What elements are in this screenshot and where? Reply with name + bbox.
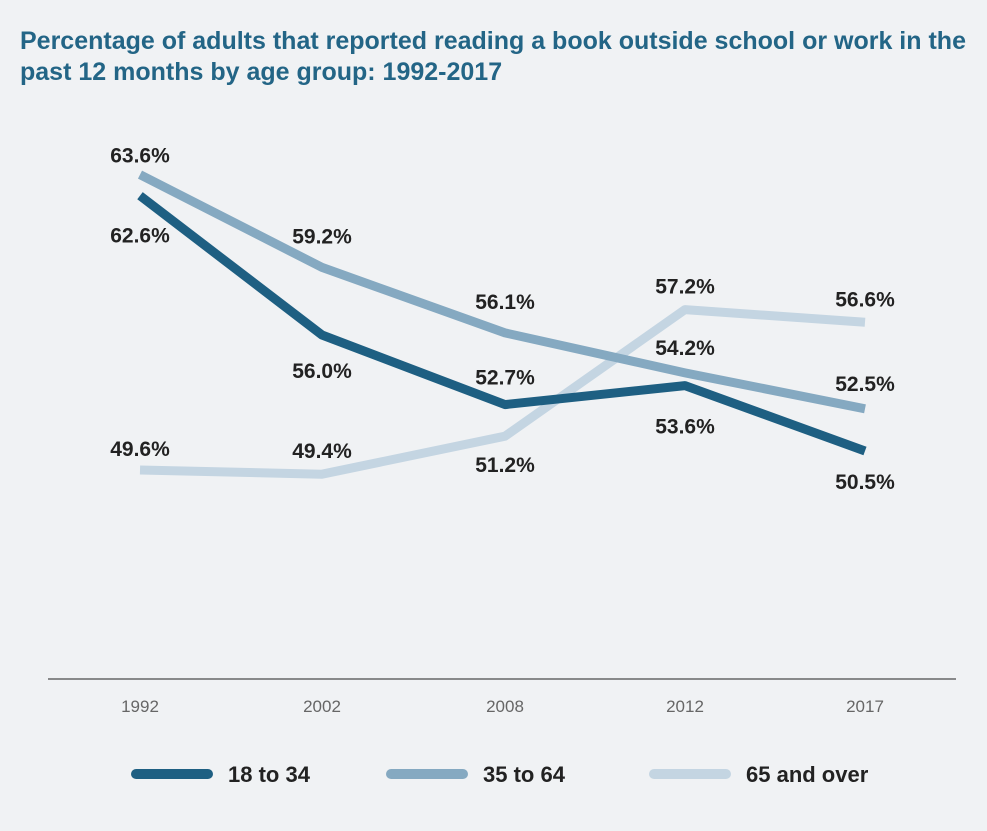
legend-item: 35 to 64: [386, 762, 566, 787]
data-label: 59.2%: [292, 225, 352, 248]
data-label: 57.2%: [655, 276, 715, 299]
legend: 18 to 34 35 to 64 65 and over: [131, 762, 869, 787]
data-label: 51.2%: [475, 454, 535, 477]
legend-label: 65 and over: [746, 762, 869, 787]
legend-label: 18 to 34: [228, 762, 311, 787]
data-label: 56.1%: [475, 291, 535, 314]
x-tick-layer: 1992 2002 2008 2012 2017: [121, 697, 884, 716]
data-label: 54.2%: [655, 337, 715, 360]
x-tick-label: 2012: [666, 697, 704, 716]
data-label: 53.6%: [655, 416, 715, 439]
data-label: 49.4%: [292, 440, 352, 463]
x-tick-label: 1992: [121, 697, 159, 716]
data-label: 50.5%: [835, 471, 895, 494]
x-tick-label: 2017: [846, 697, 884, 716]
series-layer: [137, 170, 867, 479]
legend-label: 35 to 64: [483, 762, 566, 787]
legend-item: 65 and over: [649, 762, 869, 787]
data-label: 63.6%: [110, 145, 170, 168]
x-tick-label: 2008: [486, 697, 524, 716]
chart-title: Percentage of adults that reported readi…: [20, 27, 966, 86]
legend-item: 18 to 34: [131, 762, 311, 787]
data-label: 52.7%: [475, 367, 535, 390]
data-label: 56.6%: [835, 288, 895, 311]
data-label-layer: 62.6% 56.0% 52.7% 53.6% 50.5% 63.6% 59.2% 56.1%…: [110, 145, 895, 494]
data-label: 56.0%: [292, 360, 352, 383]
x-tick-label: 2002: [303, 697, 341, 716]
data-label: 49.6%: [110, 438, 170, 461]
data-label: 62.6%: [110, 225, 170, 248]
data-label: 52.5%: [835, 373, 895, 396]
